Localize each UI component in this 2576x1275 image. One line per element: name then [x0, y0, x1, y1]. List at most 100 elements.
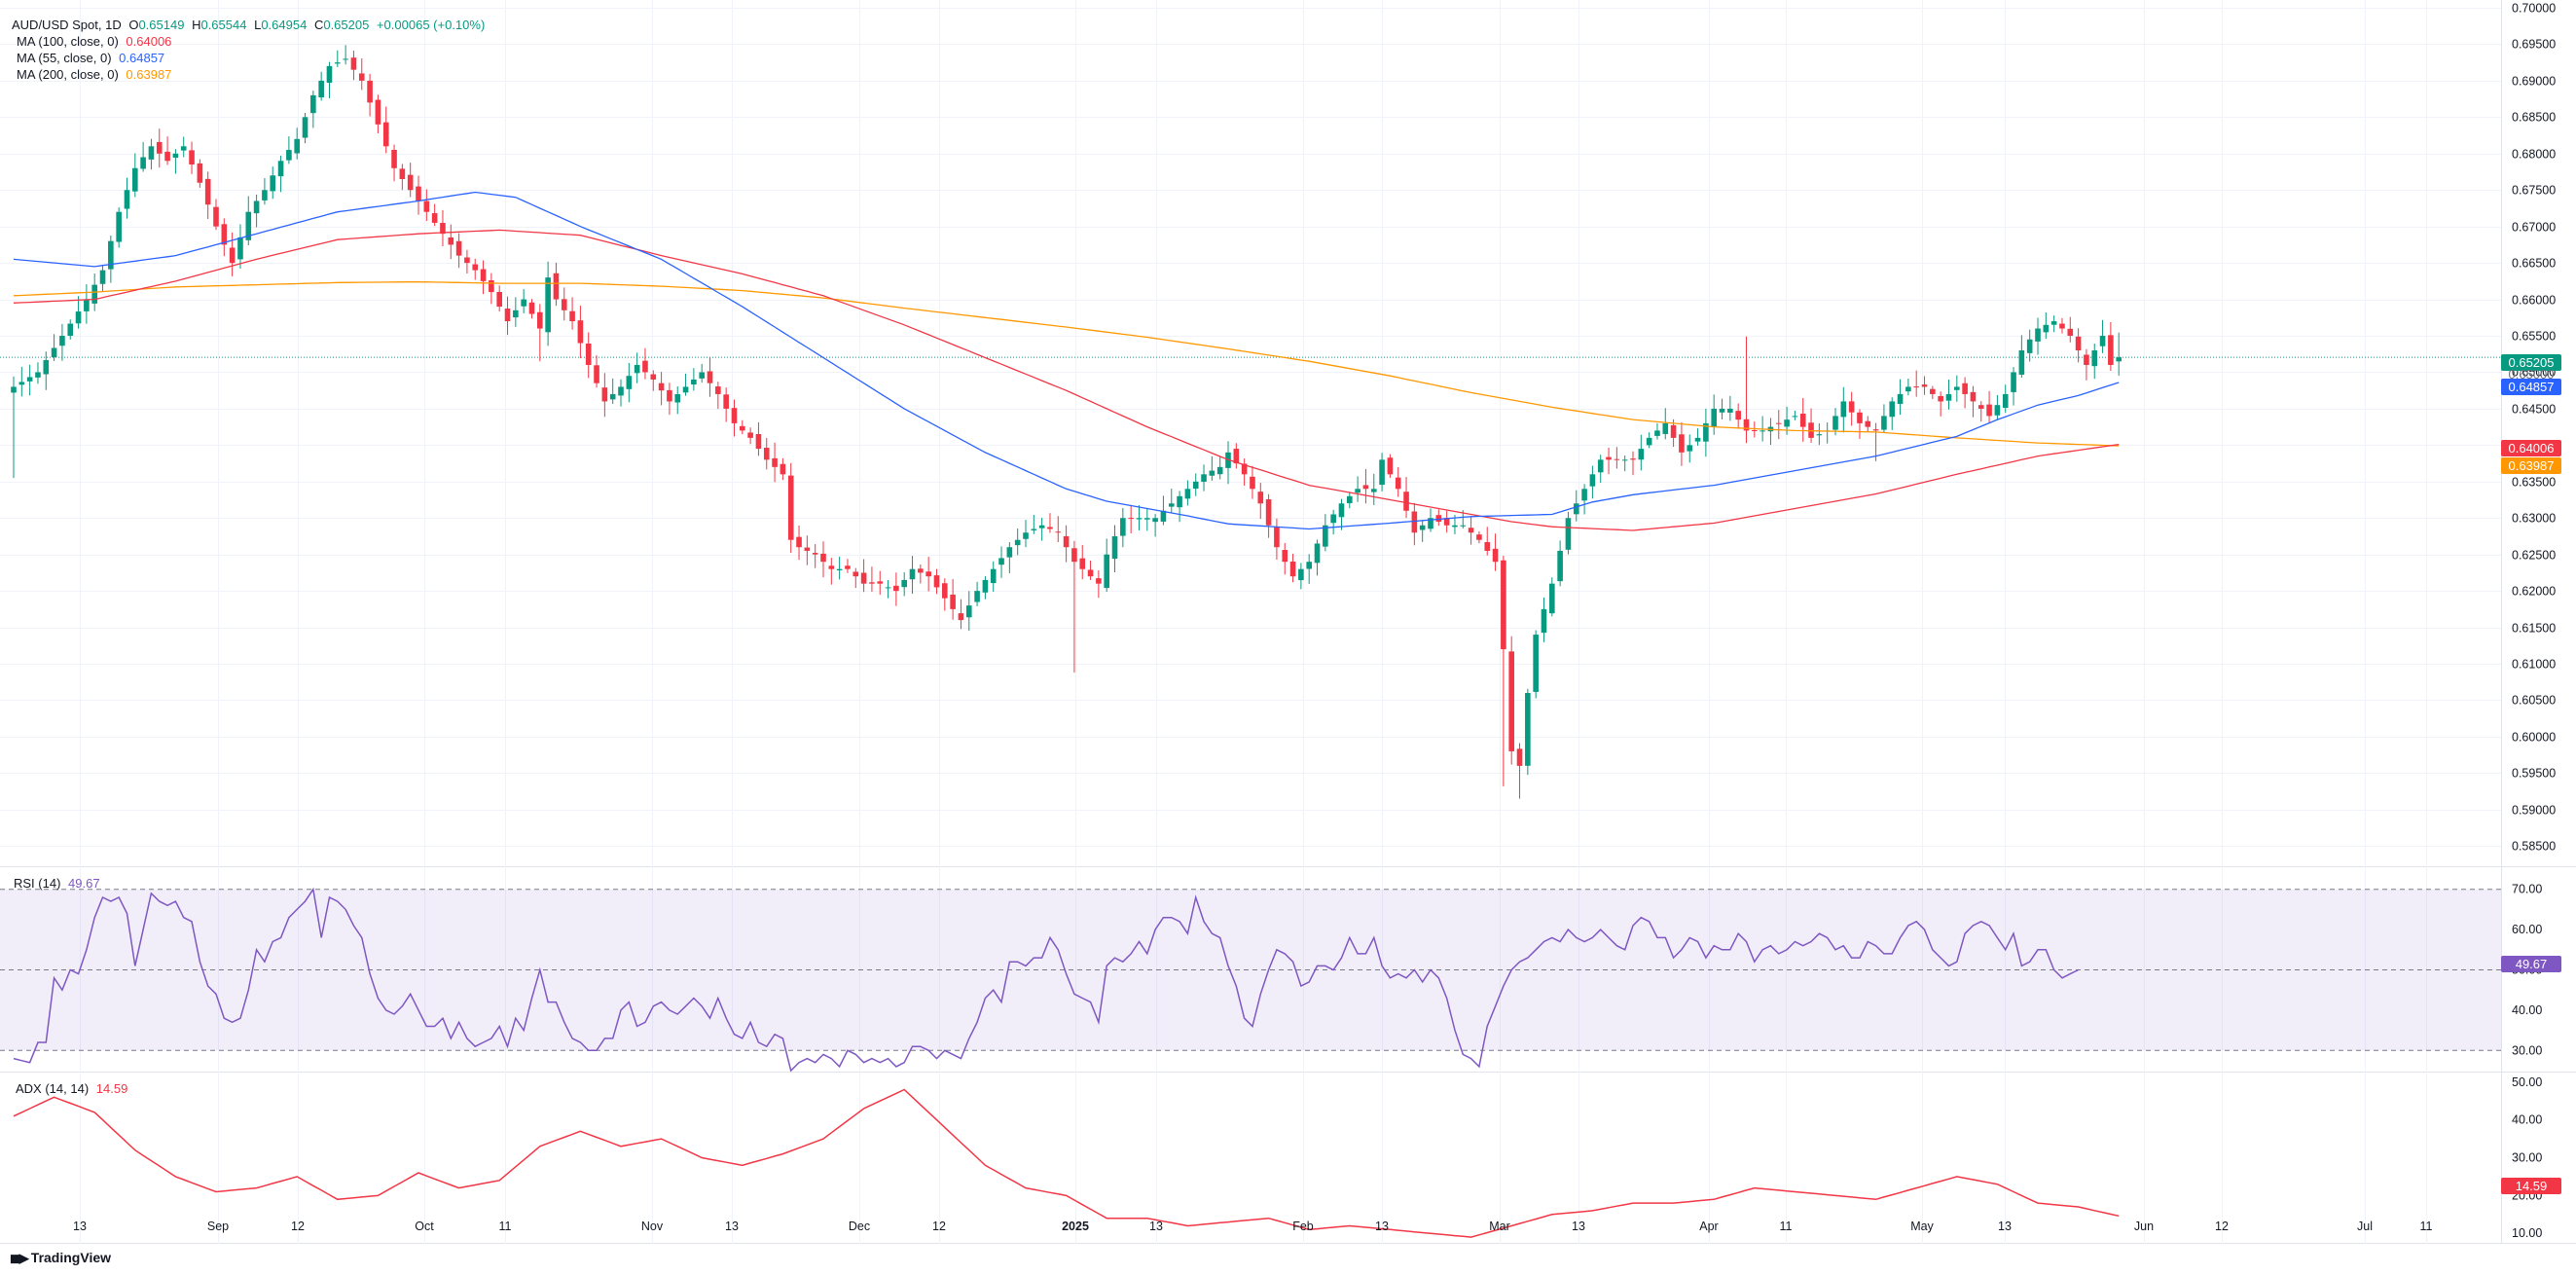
candle-body: [1516, 748, 1523, 766]
candle-body: [416, 186, 421, 201]
candle-body: [521, 299, 526, 307]
tradingview-logo[interactable]: ◼▶ TradingView: [10, 1250, 111, 1266]
candle-body: [1014, 539, 1021, 546]
adx-pane[interactable]: [13, 1088, 2120, 1238]
candle-body: [787, 475, 794, 540]
time-tick-label: Jul: [2357, 1220, 2373, 1233]
candle-body: [893, 585, 899, 592]
candle-body: [715, 386, 721, 394]
candle-body: [1265, 498, 1272, 526]
candle-body: [618, 386, 624, 396]
candle-body: [1621, 459, 1628, 461]
candle-body: [156, 141, 163, 154]
candle-body: [1055, 531, 1062, 533]
adx-value: 14.59: [95, 1081, 128, 1096]
ma55-value: 0.64857: [119, 51, 165, 65]
candle-body: [772, 457, 778, 467]
candle-body: [731, 408, 738, 423]
candle-body: [407, 174, 414, 191]
candle-body: [1541, 608, 1547, 634]
candle-body: [667, 389, 672, 402]
adx-tick-label: 30.00: [2512, 1151, 2542, 1165]
candle-body: [310, 94, 316, 114]
candle-body: [1792, 416, 1798, 418]
ma200-badge: 0.63987: [2501, 457, 2561, 474]
candle-body: [1727, 408, 1733, 413]
ma200-legend[interactable]: MA (200, close, 0) 0.63987: [17, 66, 175, 83]
candle-body: [1128, 518, 1134, 520]
candle-body: [180, 146, 187, 151]
price-tick-label: 0.63000: [2512, 512, 2556, 526]
candle-body: [270, 175, 276, 192]
candle-body: [399, 168, 406, 179]
candle-body: [1282, 549, 1288, 563]
price-tick-label: 0.62500: [2512, 549, 2556, 563]
candle-body: [609, 393, 616, 400]
ma55-legend[interactable]: MA (55, close, 0) 0.64857: [17, 50, 168, 66]
ma100-legend[interactable]: MA (100, close, 0) 0.64006: [17, 33, 175, 50]
candle-body: [1274, 527, 1280, 548]
time-tick-label: 11: [1780, 1220, 1793, 1233]
rsi-legend[interactable]: RSI (14) 49.67: [14, 875, 104, 892]
candle-body: [2035, 328, 2041, 342]
candle-body: [1209, 470, 1215, 476]
candle-body: [1581, 489, 1587, 501]
price-pane[interactable]: [0, 45, 2501, 799]
candle-body: [335, 62, 341, 64]
candle-body: [1379, 459, 1385, 486]
time-tick-label: Feb: [1292, 1220, 1314, 1233]
candle-body: [1443, 518, 1450, 526]
candle-body: [528, 302, 535, 314]
price-tick-label: 0.69000: [2512, 75, 2556, 89]
candle-body: [343, 58, 348, 60]
candle-body: [626, 376, 633, 389]
candle-body: [804, 547, 811, 551]
candle-body: [2067, 328, 2074, 337]
candle-body: [2091, 350, 2098, 367]
candle-body: [1289, 561, 1296, 577]
price-tick-label: 0.62000: [2512, 585, 2556, 599]
candle-body: [262, 190, 268, 200]
candle-body: [1120, 518, 1126, 536]
adx-tick-label: 10.00: [2512, 1226, 2542, 1240]
price-tick-label: 0.68000: [2512, 148, 2556, 162]
adx-legend[interactable]: ADX (14, 14) 14.59: [16, 1080, 131, 1097]
candle-body: [820, 553, 826, 563]
candle-body: [197, 163, 203, 183]
candle-body: [464, 257, 470, 264]
candle-body: [1719, 408, 1725, 413]
axes[interactable]: 0.70000 0.69500 0.69000 0.68500 0.68000 0.675…: [73, 2, 2556, 1241]
price-tick-label: 0.63500: [2512, 476, 2556, 490]
candle-body: [1468, 528, 1474, 533]
candle-body: [990, 568, 997, 584]
candle-body: [358, 73, 365, 81]
candle-body: [682, 386, 689, 393]
candle-body: [148, 146, 155, 160]
time-tick-label: Dec: [849, 1220, 870, 1233]
candle-body: [642, 360, 648, 373]
candle-body: [1857, 412, 1863, 423]
candle-body: [382, 122, 389, 147]
candle-body: [1638, 449, 1645, 460]
candle-body: [2116, 357, 2122, 362]
candles[interactable]: [11, 45, 2122, 799]
candle-body: [2099, 336, 2106, 346]
high-label: H: [192, 18, 201, 32]
candle-body: [1565, 518, 1572, 550]
candle-body: [1111, 535, 1118, 560]
rsi-pane[interactable]: [0, 887, 2501, 1073]
candle-body: [585, 343, 592, 365]
candle-body: [918, 568, 924, 573]
candle-body: [707, 371, 713, 383]
symbol-label[interactable]: AUD/USD Spot, 1D: [12, 18, 122, 32]
candle-body: [974, 591, 980, 602]
candle-body: [1201, 474, 1207, 482]
candle-body: [594, 365, 599, 383]
price-tick-label: 0.61000: [2512, 658, 2556, 672]
candle-body: [1136, 518, 1143, 520]
rsi-band: [0, 889, 2501, 1051]
candle-body: [1662, 422, 1669, 434]
time-tick-label: 2025: [1062, 1220, 1089, 1233]
